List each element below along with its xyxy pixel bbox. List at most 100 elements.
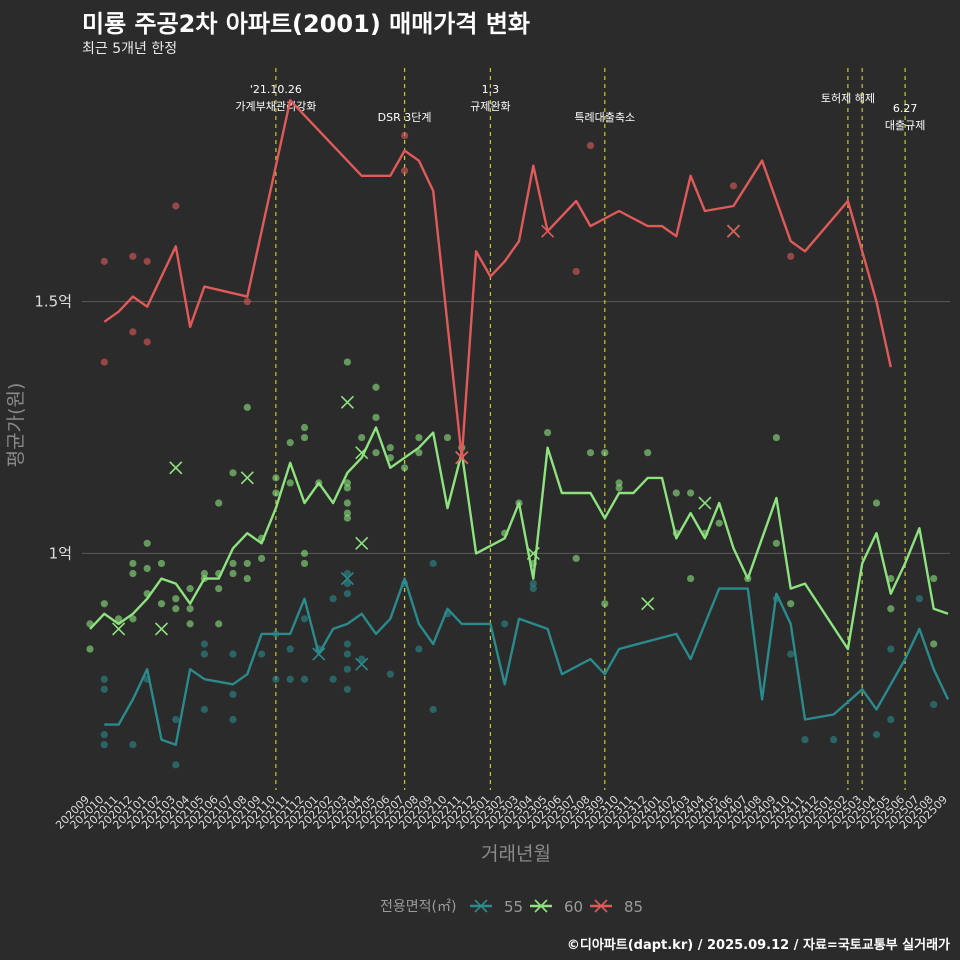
data-point-60: [372, 449, 380, 457]
data-point-60: [300, 559, 309, 568]
chart-subtitle: 최근 5개년 한정: [82, 41, 178, 57]
data-point-60: [186, 585, 194, 593]
data-point-55: [343, 650, 351, 658]
data-point-60: [601, 600, 609, 608]
data-point-55: [429, 705, 437, 714]
legend-item-60: 60: [530, 898, 583, 916]
data-point-60: [415, 433, 423, 442]
series-line-55: [104, 577, 950, 746]
data-point-55: [100, 731, 108, 739]
data-point-55: [172, 715, 180, 724]
data-point-60: [372, 413, 380, 422]
y-tick-label: 1억: [49, 544, 72, 562]
data-point-60: [343, 509, 351, 517]
data-point-85: [172, 202, 180, 210]
x-axis-title: 거래년월: [481, 843, 551, 865]
cross-marker-60: [355, 446, 369, 460]
legend-label: 85: [624, 898, 643, 916]
legend-label: 60: [564, 898, 583, 916]
data-point-55: [343, 685, 351, 693]
data-point-85: [401, 131, 409, 140]
event-label: 특례대출축소: [574, 111, 635, 124]
data-point-55: [529, 585, 537, 593]
legend-label: 55: [504, 898, 523, 916]
series-line-85: [103, 99, 892, 459]
data-point-60: [229, 569, 237, 578]
data-point-55: [529, 579, 537, 588]
cross-marker-85: [455, 451, 469, 465]
data-point-60: [300, 433, 309, 442]
data-point-55: [358, 655, 366, 663]
event-label: 규제완화: [470, 100, 510, 113]
data-point-60: [615, 479, 623, 487]
legend-cross-icon: [534, 899, 548, 913]
data-point-55: [429, 559, 437, 568]
data-point-60: [186, 620, 194, 628]
data-point-60: [772, 433, 781, 442]
data-point-85: [401, 167, 409, 175]
data-point-85: [729, 182, 738, 190]
series-55: [100, 559, 950, 769]
data-point-60: [372, 383, 380, 391]
data-point-60: [715, 519, 723, 527]
data-point-55: [300, 675, 309, 683]
cross-marker-55: [340, 571, 354, 586]
data-point-60: [243, 403, 251, 411]
data-point-60: [401, 464, 409, 472]
data-point-60: [415, 449, 423, 457]
cross-marker-60: [112, 622, 126, 636]
data-point-55: [343, 590, 351, 598]
data-point-55: [258, 650, 266, 658]
data-point-60: [300, 549, 309, 557]
data-point-55: [129, 741, 137, 749]
legend-item-85: 85: [590, 898, 643, 916]
data-point-60: [157, 600, 166, 608]
data-point-60: [887, 574, 895, 583]
data-point-85: [586, 141, 595, 150]
data-point-60: [872, 499, 881, 507]
data-point-55: [229, 650, 237, 658]
data-point-55: [386, 670, 394, 678]
source-caption: ©디아파트(dapt.kr) / 2025.09.12 / 자료=국토교통부 실…: [566, 938, 950, 953]
cross-marker-60: [240, 471, 254, 485]
data-point-85: [787, 252, 795, 260]
data-point-60: [343, 499, 351, 507]
event-label: 대출규제: [885, 119, 925, 132]
data-point-60: [672, 489, 680, 497]
data-point-60: [143, 539, 151, 547]
cross-marker-60: [641, 597, 655, 611]
data-point-60: [258, 554, 266, 563]
data-point-55: [415, 645, 423, 653]
data-point-85: [100, 358, 108, 366]
data-point-60: [129, 569, 137, 578]
data-point-55: [329, 675, 337, 683]
data-point-60: [243, 574, 251, 583]
data-point-60: [86, 645, 94, 653]
series-60: [86, 224, 949, 653]
cross-marker-60: [340, 395, 354, 409]
data-point-55: [200, 650, 208, 658]
data-point-55: [930, 700, 938, 709]
data-point-60: [772, 539, 781, 547]
data-point-60: [272, 489, 280, 497]
data-point-60: [615, 484, 623, 492]
data-point-60: [143, 564, 151, 573]
legend-cross-icon: [474, 899, 488, 913]
data-point-55: [100, 741, 108, 749]
data-point-55: [343, 569, 351, 578]
data-point-60: [358, 433, 366, 442]
legend-item-55: 55: [470, 898, 523, 916]
data-point-55: [801, 736, 809, 744]
data-point-60: [286, 439, 294, 447]
data-point-60: [386, 444, 394, 452]
data-point-55: [329, 595, 337, 603]
data-point-55: [286, 645, 294, 653]
data-point-55: [200, 705, 208, 714]
data-point-60: [343, 514, 351, 522]
data-point-55: [501, 620, 509, 628]
data-point-85: [129, 252, 137, 260]
data-point-55: [787, 650, 795, 658]
chart-title: 미룡 주공2차 아파트(2001) 매매가격 변화: [82, 10, 530, 38]
data-point-55: [915, 595, 924, 603]
